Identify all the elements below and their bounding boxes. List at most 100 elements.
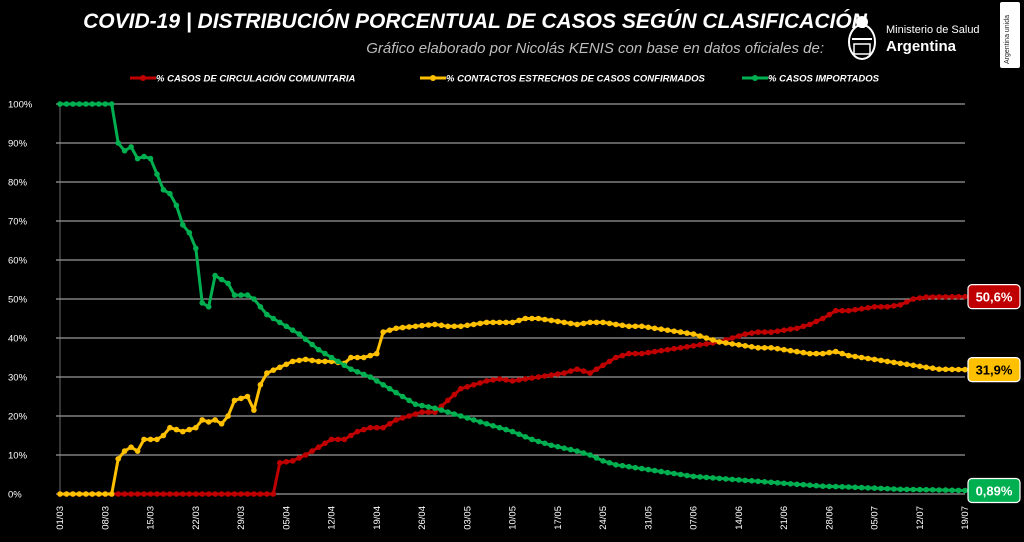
- data-point: [354, 369, 361, 375]
- data-point: [399, 393, 406, 400]
- data-point: [600, 458, 606, 464]
- data-point: [587, 370, 593, 376]
- data-point: [477, 380, 484, 386]
- data-point: [645, 324, 652, 331]
- data-point: [154, 171, 160, 177]
- data-point: [884, 485, 891, 492]
- data-point: [399, 415, 406, 421]
- data-point: [147, 491, 154, 497]
- data-point: [302, 356, 309, 363]
- data-point: [341, 362, 348, 369]
- data-point: [807, 350, 813, 357]
- data-point: [561, 370, 567, 376]
- data-point: [567, 446, 574, 453]
- data-point: [354, 354, 361, 361]
- end-label-box: [967, 477, 1021, 504]
- data-point: [852, 353, 858, 360]
- data-point: [768, 329, 774, 335]
- data-point: [567, 368, 574, 374]
- series-line: [60, 295, 965, 496]
- data-point: [781, 480, 787, 487]
- data-point: [419, 409, 425, 415]
- data-point: [600, 362, 606, 369]
- data-point: [613, 462, 619, 468]
- y-tick-label: 70%: [8, 217, 28, 228]
- data-point: [891, 303, 897, 309]
- data-point: [884, 358, 891, 365]
- y-tick-label: 90%: [8, 139, 28, 150]
- x-tick-label: 21/06: [779, 506, 790, 530]
- data-point: [141, 153, 147, 160]
- data-point: [677, 329, 684, 335]
- data-point: [173, 202, 180, 209]
- data-point: [703, 341, 710, 347]
- data-point: [736, 477, 742, 483]
- data-point: [936, 294, 942, 300]
- data-point: [432, 409, 438, 415]
- data-point: [606, 320, 613, 327]
- data-point: [115, 491, 121, 497]
- data-point: [580, 320, 587, 327]
- data-point: [742, 477, 748, 484]
- data-point: [406, 413, 412, 419]
- data-point: [102, 491, 109, 497]
- data-point: [374, 378, 380, 384]
- data-point: [212, 272, 218, 279]
- data-point: [871, 485, 878, 491]
- data-point: [593, 366, 600, 373]
- data-point: [632, 323, 639, 330]
- data-point: [218, 421, 225, 427]
- data-point: [348, 432, 354, 439]
- data-point: [555, 371, 561, 377]
- data-point: [244, 393, 251, 400]
- data-point: [270, 491, 277, 497]
- data-point: [212, 491, 218, 497]
- data-point: [361, 371, 367, 378]
- data-point: [309, 448, 315, 454]
- data-point: [296, 331, 303, 337]
- data-point: [936, 487, 942, 493]
- data-point: [949, 487, 955, 494]
- data-point: [923, 364, 929, 371]
- data-point: [684, 344, 690, 350]
- data-point: [393, 417, 399, 423]
- legend: % CASOS DE CIRCULACIÓN COMUNITARIA % CONT…: [130, 73, 880, 85]
- data-point: [186, 426, 193, 433]
- data-point: [283, 459, 290, 465]
- x-tick-label: 26/04: [417, 506, 428, 530]
- data-point: [367, 424, 374, 431]
- data-point: [761, 345, 768, 351]
- data-point: [335, 436, 341, 443]
- y-tick-label: 50%: [8, 295, 28, 306]
- x-tick-label: 01/03: [55, 506, 66, 530]
- data-point: [160, 187, 167, 193]
- data-point: [542, 316, 548, 323]
- logo-ministry-text: Ministerio de Salud: [886, 24, 980, 36]
- data-point: [832, 483, 839, 490]
- data-point: [949, 366, 955, 373]
- data-point: [852, 306, 858, 313]
- end-label-value: 31,9%: [976, 363, 1013, 378]
- data-point: [555, 318, 561, 325]
- data-point: [761, 329, 768, 335]
- data-point: [432, 405, 438, 412]
- data-point: [134, 448, 141, 454]
- data-point: [419, 402, 425, 409]
- data-point: [374, 350, 380, 357]
- data-point: [664, 346, 671, 353]
- data-point: [238, 395, 244, 402]
- data-point: [774, 328, 781, 335]
- data-point: [503, 319, 509, 326]
- data-point: [289, 358, 296, 365]
- data-point: [768, 345, 774, 351]
- data-point: [561, 319, 567, 326]
- data-point: [277, 319, 283, 326]
- x-tick-label: 12/07: [915, 506, 926, 530]
- data-point: [238, 292, 244, 298]
- x-tick-label: 31/05: [643, 506, 654, 530]
- data-point: [820, 350, 826, 357]
- data-point: [587, 452, 593, 458]
- data-point: [458, 323, 464, 330]
- data-point: [496, 319, 503, 326]
